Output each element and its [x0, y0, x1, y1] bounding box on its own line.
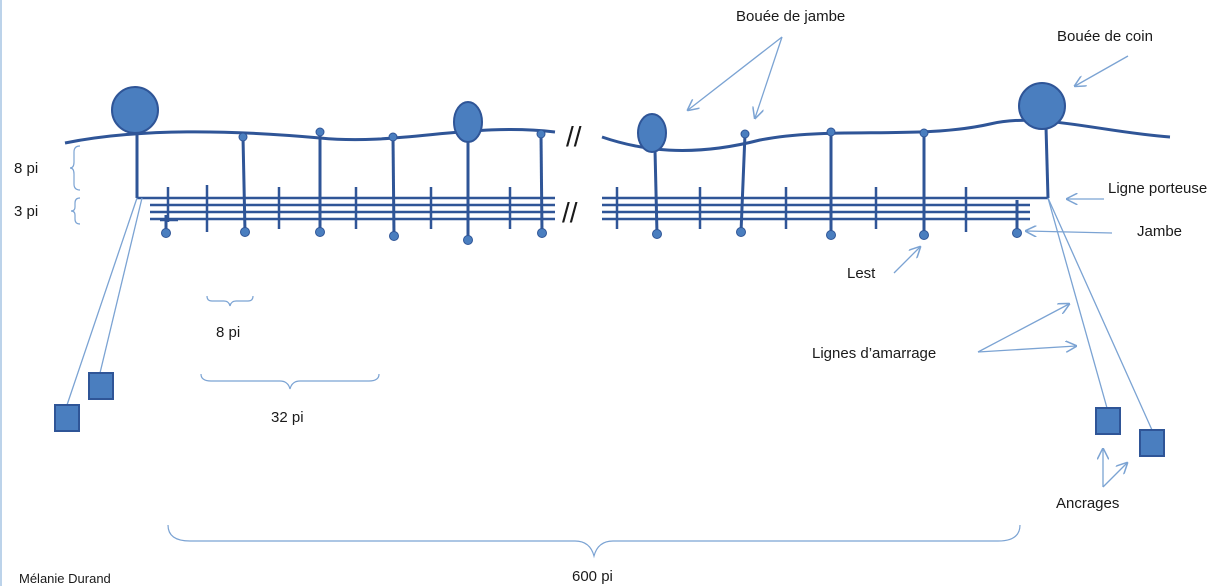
- break-symbol-top: //: [566, 121, 582, 152]
- label-anchors: Ancrages: [1056, 495, 1120, 512]
- leg-buoy-left: [453, 101, 483, 143]
- ballast-weights: [161, 227, 1022, 245]
- mooring-lines: [66, 197, 1153, 431]
- label-buoy-corner: Bouée de coin: [1057, 28, 1153, 45]
- label-leg: Jambe: [1137, 223, 1183, 240]
- annotation-arrows: [688, 36, 1128, 488]
- author-credit: Mélanie Durand: [19, 571, 111, 586]
- water-surface-right: [601, 118, 1171, 152]
- label-spacing-long: 32 pi: [271, 409, 304, 426]
- label-total-length: 600 pi: [572, 568, 613, 585]
- corner-buoy-right: [1018, 82, 1066, 130]
- label-depth-lower: 3 pi: [14, 203, 39, 220]
- anchors: [54, 372, 1165, 457]
- label-buoy-leg: Bouée de jambe: [736, 8, 846, 25]
- page-left-edge: [0, 0, 2, 586]
- label-carrier-line: Ligne porteuse: [1108, 180, 1208, 197]
- carrier-lines-left: [137, 196, 555, 221]
- spacing-brace-long: [200, 373, 380, 390]
- leg-buoy-right: [637, 113, 667, 153]
- label-mooring-lines: Lignes d’amarrage: [812, 345, 937, 362]
- depth-brace-lower: [70, 197, 81, 225]
- label-ballast: Lest: [847, 265, 876, 282]
- carrier-lines-right: [602, 196, 1048, 221]
- depth-brace-upper: [69, 145, 81, 191]
- length-brace-total: [167, 524, 1021, 559]
- corner-post-right: [1044, 126, 1050, 199]
- line-ticks: [160, 185, 968, 232]
- corner-buoy-left: [111, 86, 159, 134]
- legs: [164, 132, 1019, 240]
- label-spacing-short: 8 pi: [216, 324, 241, 341]
- spacing-brace-short: [206, 295, 254, 307]
- label-depth-upper: 8 pi: [14, 160, 39, 177]
- leg-top-knobs: [238, 127, 929, 142]
- break-symbol-bottom: //: [562, 197, 578, 228]
